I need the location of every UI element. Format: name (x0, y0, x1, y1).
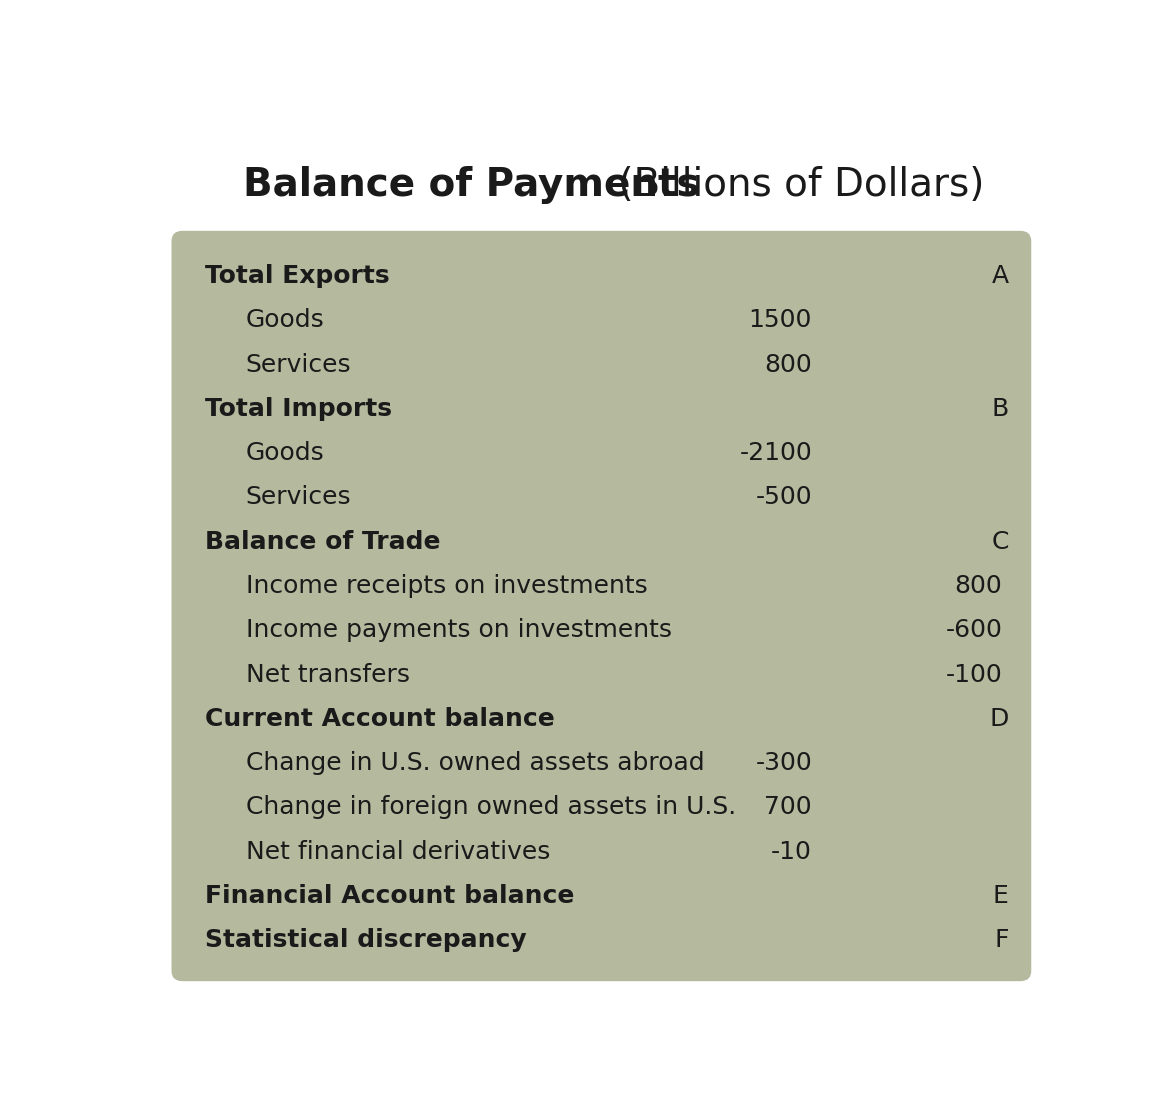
Text: Financial Account balance: Financial Account balance (205, 884, 574, 908)
Text: Change in foreign owned assets in U.S.: Change in foreign owned assets in U.S. (245, 795, 736, 820)
Text: Current Account balance: Current Account balance (205, 707, 555, 730)
Text: Income payments on investments: Income payments on investments (245, 619, 672, 642)
Text: F: F (994, 928, 1009, 952)
Text: B: B (991, 397, 1009, 421)
Text: Services: Services (245, 485, 352, 510)
Text: Goods: Goods (245, 442, 325, 465)
Text: Change in U.S. owned assets abroad: Change in U.S. owned assets abroad (245, 752, 705, 775)
Text: 1500: 1500 (748, 309, 812, 332)
Text: Statistical discrepancy: Statistical discrepancy (205, 928, 527, 952)
Text: Total Imports: Total Imports (205, 397, 392, 421)
Text: -2100: -2100 (739, 442, 812, 465)
Text: 800: 800 (765, 352, 812, 377)
Text: -300: -300 (755, 752, 812, 775)
Text: 800: 800 (955, 574, 1002, 598)
Text: D: D (989, 707, 1009, 730)
Text: Balance of Trade: Balance of Trade (205, 530, 441, 554)
Text: Balance of Payments: Balance of Payments (243, 166, 700, 204)
Text: Total Exports: Total Exports (205, 264, 389, 288)
Text: (Billions of Dollars): (Billions of Dollars) (606, 166, 984, 204)
Text: Net transfers: Net transfers (245, 662, 410, 687)
Text: -100: -100 (946, 662, 1002, 687)
Text: Services: Services (245, 352, 352, 377)
Text: 700: 700 (765, 795, 812, 820)
Text: -500: -500 (755, 485, 812, 510)
Text: E: E (992, 884, 1009, 908)
Text: A: A (991, 264, 1009, 288)
Text: Income receipts on investments: Income receipts on investments (245, 574, 648, 598)
Text: -10: -10 (772, 840, 812, 864)
FancyBboxPatch shape (172, 231, 1031, 981)
Text: C: C (991, 530, 1009, 554)
Text: Goods: Goods (245, 309, 325, 332)
Text: Net financial derivatives: Net financial derivatives (245, 840, 551, 864)
Text: -600: -600 (946, 619, 1002, 642)
